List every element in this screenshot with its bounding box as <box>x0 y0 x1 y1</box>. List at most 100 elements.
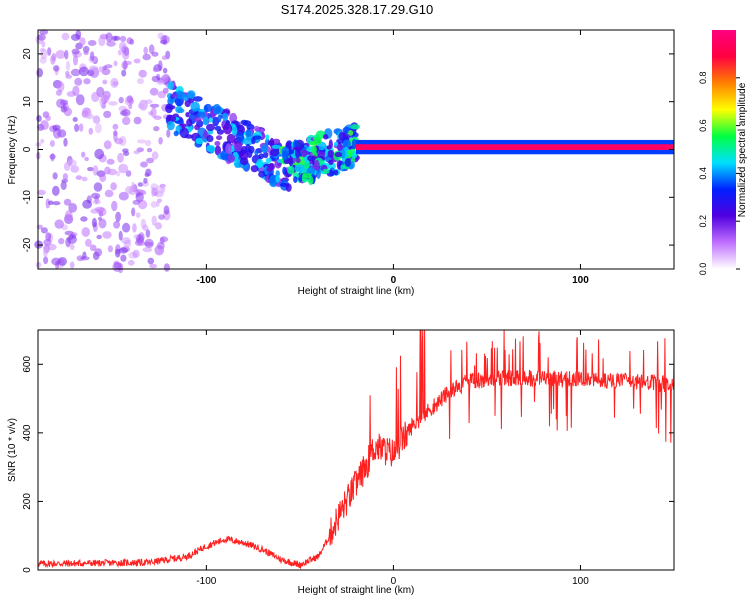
spectrogram-cell <box>340 164 346 170</box>
spectrogram-cell <box>78 123 84 132</box>
spectrogram-cell <box>163 205 170 215</box>
colorbar-gradient <box>712 30 736 269</box>
spectrogram-cell <box>117 152 124 163</box>
spectrogram-cell <box>192 96 203 102</box>
spectrogram-cell <box>114 248 121 258</box>
spectrogram-cell <box>70 165 80 173</box>
spectrogram-cell <box>83 51 89 56</box>
colorbar-tick-label: 0.4 <box>698 167 708 180</box>
spectrogram-cell <box>72 117 78 122</box>
spectrogram-cell <box>75 94 85 106</box>
spectrogram-cell <box>43 239 52 246</box>
spectrogram-cell <box>158 60 163 72</box>
spectrogram-cell <box>222 112 229 121</box>
colorbar-tick-label: 0.0 <box>698 263 708 276</box>
spectrogram-cell <box>182 94 189 101</box>
spectrogram-cell <box>99 97 104 107</box>
spectrogram-cell <box>129 38 135 45</box>
spectrogram-cell <box>159 237 165 245</box>
spectrogram-cell <box>56 98 66 109</box>
spectrogram-cell <box>327 149 334 158</box>
spectrogram-cell <box>313 136 322 145</box>
spectrogram-cell <box>185 112 190 118</box>
spectrogram-cell <box>101 68 111 76</box>
spectrogram-cell <box>118 163 129 174</box>
spectrogram-cell <box>165 103 173 114</box>
spectrogram-cell <box>94 248 103 257</box>
spectrogram-cell <box>58 237 65 245</box>
spectrogram-cell <box>216 135 223 141</box>
spectrogram-ytick-label: 0 <box>22 146 33 152</box>
spectrogram-cell <box>45 198 50 209</box>
spectrogram-cell <box>170 93 178 99</box>
spectrogram-cell <box>209 146 215 154</box>
spectrogram-cell <box>67 159 77 167</box>
spectrogram-cell <box>53 128 62 139</box>
spectrogram-cell <box>98 66 104 73</box>
spectrogram-cell <box>144 139 152 147</box>
spectrogram-cell <box>161 55 168 60</box>
spectrogram-cell <box>126 95 133 104</box>
snr-series-line <box>37 329 675 570</box>
spectrogram-cell <box>157 198 162 203</box>
spectrogram-cell <box>45 232 52 242</box>
spectrogram-cell <box>81 151 86 158</box>
spectrogram-cell <box>344 158 351 167</box>
snr-ytick-label: 0 <box>22 567 33 573</box>
spectrogram-cell <box>65 70 70 77</box>
spectrogram-cell <box>256 159 264 168</box>
spectrogram-cell <box>177 108 185 114</box>
spectrogram-cell <box>40 120 49 131</box>
spectrogram-cell <box>245 143 251 152</box>
spectrogram-cell <box>117 49 122 56</box>
spectrogram-cell <box>206 123 215 131</box>
snr-ytick-label: 400 <box>22 424 33 441</box>
spectrogram-cell <box>149 103 160 108</box>
spectrogram-cell <box>193 117 202 122</box>
spectrogram-cell <box>43 256 49 265</box>
colorbar: 0.0 0.2 0.4 0.6 0.8 Normalized spectral ampl… <box>698 30 748 275</box>
spectrogram-cell <box>117 263 124 274</box>
spectrogram-cell <box>103 140 112 150</box>
spectrogram-cell <box>37 33 46 41</box>
spectrogram-cell <box>70 68 81 77</box>
spectrogram-cell <box>92 115 101 124</box>
spectrogram-cell <box>316 168 321 180</box>
spectrogram-cell <box>64 49 69 60</box>
spectrogram-cell <box>87 167 94 172</box>
spectrogram-cell <box>125 170 132 177</box>
spectrogram-cell <box>179 127 189 139</box>
spectrogram-cell <box>119 247 128 254</box>
spectrogram-cell <box>166 114 177 123</box>
spectrogram-cell <box>118 191 129 201</box>
spectrogram-cell <box>115 171 121 177</box>
spectrogram-cell <box>190 101 200 112</box>
spectrogram-cell <box>107 168 117 176</box>
spectrogram-cell <box>157 90 167 99</box>
spectrogram-xlabel: Height of straight line (km) <box>298 286 415 297</box>
spectrogram-cell <box>140 161 148 168</box>
spectrogram-ytick-label: 20 <box>22 48 33 60</box>
spectrogram-cell <box>152 67 158 73</box>
spectrogram-cell <box>150 107 157 118</box>
spectrogram-cell <box>186 118 193 127</box>
spectrogram-ytick-label: 10 <box>22 96 33 108</box>
spectrogram-cell <box>72 85 80 96</box>
spectrogram-cell <box>151 151 159 160</box>
spectrogram-cell <box>108 101 118 106</box>
spectrogram-cell <box>160 39 168 45</box>
spectrogram-cell <box>226 133 236 144</box>
spectrogram-cell <box>153 126 160 132</box>
spectrogram-cell <box>173 130 179 137</box>
spectrogram-cell <box>73 54 78 66</box>
spectrogram-cell <box>74 77 83 86</box>
spectrogram-cell <box>63 137 68 147</box>
spectrogram-cell <box>88 127 94 135</box>
spectrogram-cell <box>89 51 95 61</box>
spectrogram-cell <box>79 37 86 46</box>
spectrogram-cell <box>122 222 131 233</box>
snr-plot-area <box>38 330 674 570</box>
spectrogram-cell <box>294 164 305 173</box>
